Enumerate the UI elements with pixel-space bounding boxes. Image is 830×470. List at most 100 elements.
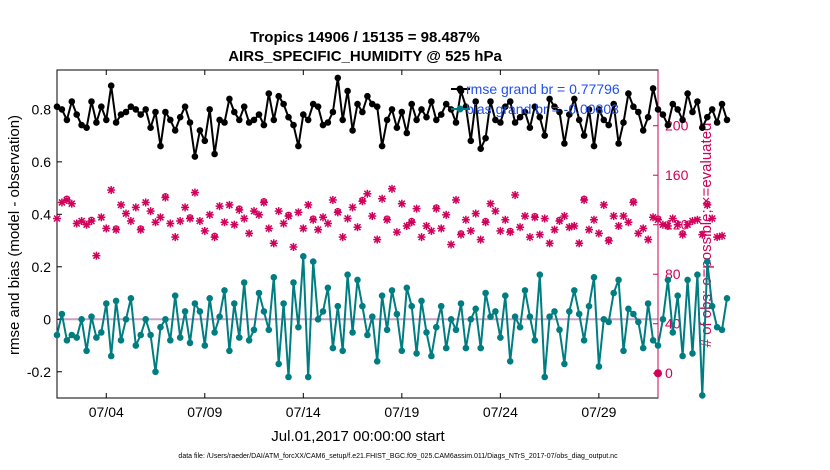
bias-point xyxy=(600,316,608,323)
bias-point xyxy=(472,305,480,313)
bias-point xyxy=(122,316,130,323)
rmse-point xyxy=(689,108,696,116)
rmse-point xyxy=(595,106,603,113)
rmse-point xyxy=(260,121,268,129)
bias-point xyxy=(585,302,593,310)
obs-evaluated-marker xyxy=(309,215,318,224)
obs-evaluated-marker xyxy=(693,215,702,224)
obs-evaluated-marker xyxy=(97,213,106,222)
obs-evaluated-marker xyxy=(397,199,406,208)
rmse-point xyxy=(708,106,716,113)
y-tick-left-label: 0.2 xyxy=(32,259,52,275)
bias-point xyxy=(639,344,647,352)
bias-point xyxy=(566,308,573,315)
rmse-point xyxy=(319,121,327,129)
obs-evaluated-marker xyxy=(407,218,416,227)
obs-evaluated-marker xyxy=(328,195,337,204)
bias-point xyxy=(245,337,253,344)
obs-evaluated-marker xyxy=(471,209,480,218)
rmse-point xyxy=(585,106,593,113)
rmse-point xyxy=(152,108,159,116)
obs-evaluated-marker xyxy=(703,200,712,209)
rmse-point xyxy=(147,124,154,131)
bias-point xyxy=(713,323,721,331)
bias-point xyxy=(487,313,494,321)
rmse-point xyxy=(546,95,553,103)
rmse-point xyxy=(600,116,608,124)
bias-point xyxy=(137,331,144,339)
bias-point xyxy=(571,287,578,294)
rmse-point xyxy=(78,121,85,129)
obs-evaluated-marker xyxy=(200,226,209,235)
rmse-point xyxy=(506,98,514,105)
chart-title-line1: Tropics 14906 / 15135 = 98.487% xyxy=(250,29,480,46)
bias-point xyxy=(679,352,686,360)
obs-evaluated-marker xyxy=(353,223,362,232)
obs-evaluated-marker xyxy=(289,242,298,251)
data-file-footer: data file: /Users/raeder/DAI/ATM_forcXX/… xyxy=(178,453,618,460)
legend-bias-label: bias grand br = -0.00803 xyxy=(466,101,619,117)
bias-point xyxy=(83,347,90,355)
bias-point xyxy=(644,300,652,307)
obs-evaluated-marker xyxy=(62,195,71,204)
rmse-point xyxy=(142,106,149,113)
obs-evaluated-marker xyxy=(378,194,387,203)
obs-evaluated-marker xyxy=(496,226,505,235)
bias-point xyxy=(88,313,95,321)
bias-point xyxy=(620,347,627,355)
rmse-point xyxy=(442,100,450,108)
y-axis-left-label: rmse and bias (model - observation) xyxy=(6,115,23,355)
obs-evaluated-marker xyxy=(264,224,273,233)
obs-evaluated-marker xyxy=(225,200,234,209)
bias-point xyxy=(255,289,263,297)
rmse-point xyxy=(492,116,499,124)
obs-evaluated-marker xyxy=(540,214,549,223)
bias-point xyxy=(536,271,544,279)
obs-evaluated-marker xyxy=(284,212,293,221)
bias-point xyxy=(551,308,558,315)
rmse-point xyxy=(157,142,164,150)
rmse-point xyxy=(536,113,544,121)
rmse-point xyxy=(83,124,90,131)
bias-point xyxy=(354,276,361,284)
rmse-point xyxy=(408,100,416,108)
obs-evaluated-marker xyxy=(673,220,682,229)
obs-evaluated-marker xyxy=(126,217,135,226)
obs-evaluated-marker xyxy=(452,195,461,204)
obs-evaluated-marker xyxy=(629,198,638,207)
bias-point xyxy=(171,292,179,300)
bias-point xyxy=(708,302,716,310)
bias-point xyxy=(162,316,169,323)
obs-evaluated-marker xyxy=(210,233,219,242)
rmse-point xyxy=(487,98,494,105)
obs-evaluated-marker xyxy=(121,209,130,218)
rmse-point xyxy=(117,111,125,118)
rmse-point xyxy=(413,116,420,124)
obs-zero-marker xyxy=(654,369,662,378)
rmse-point xyxy=(635,108,642,116)
obs-evaluated-marker xyxy=(585,225,594,234)
legend-rmse-marker xyxy=(456,85,464,93)
obs-evaluated-marker xyxy=(639,224,648,233)
bias-point xyxy=(107,352,115,360)
bias-point xyxy=(718,326,726,334)
rmse-point xyxy=(181,103,189,110)
bias-point xyxy=(595,363,603,370)
rmse-point xyxy=(112,119,120,126)
legend: rmse grand br = 0.77796 bias grand br = … xyxy=(451,81,620,117)
bias-point xyxy=(516,323,524,331)
rmse-point xyxy=(433,116,440,124)
rmse-point xyxy=(349,127,356,134)
rmse-point xyxy=(88,98,95,105)
rmse-point xyxy=(694,98,701,105)
obs-evaluated-marker xyxy=(555,217,564,226)
bias-point xyxy=(605,318,612,326)
bias-point xyxy=(723,295,731,302)
rmse-point xyxy=(625,90,632,97)
rmse-point xyxy=(713,119,721,126)
bias-point xyxy=(541,373,548,381)
rmse-point xyxy=(590,142,598,150)
bias-point xyxy=(300,252,307,260)
bias-point xyxy=(270,274,278,281)
